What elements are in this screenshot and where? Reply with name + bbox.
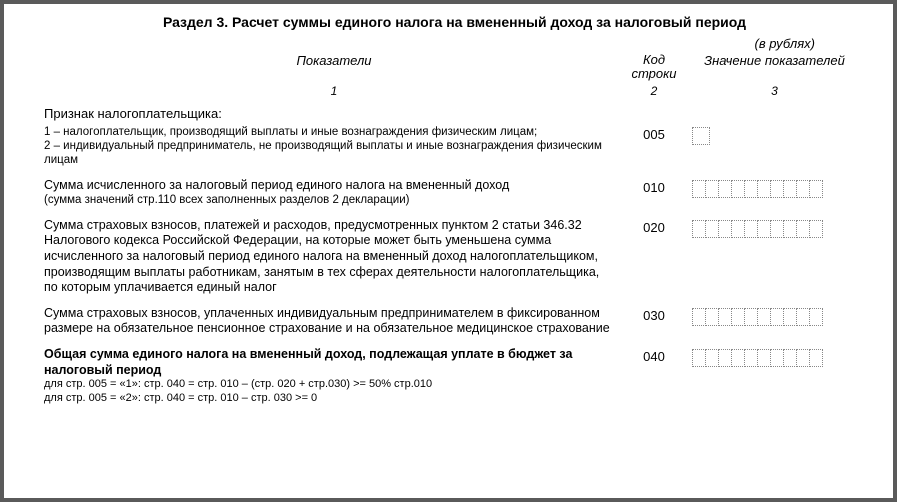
row-code: 040 xyxy=(624,347,684,364)
input-cells[interactable] xyxy=(692,308,822,326)
rows-container: 1 – налогоплательщик, производящий выпла… xyxy=(44,125,865,405)
subheader-value: 3 xyxy=(684,84,865,98)
input-cell[interactable] xyxy=(692,127,710,145)
section-title: Раздел 3. Расчет суммы единого налога на… xyxy=(44,14,865,30)
row-value xyxy=(684,347,865,370)
form-row: Сумма страховых взносов, уплаченных инди… xyxy=(44,306,865,337)
form-row: Сумма страховых взносов, платежей и расх… xyxy=(44,218,865,296)
form-row: 1 – налогоплательщик, производящий выпла… xyxy=(44,125,865,168)
row-description: Сумма страховых взносов, уплаченных инди… xyxy=(44,306,624,337)
form-row: Общая сумма единого налога на вмененный … xyxy=(44,347,865,405)
row-value xyxy=(684,218,865,241)
row-value xyxy=(684,306,865,329)
input-cells[interactable] xyxy=(692,349,822,367)
currency-label: (в рублях) xyxy=(44,36,865,51)
row-description: Общая сумма единого налога на вмененный … xyxy=(44,347,624,405)
header-value: Значение показателей xyxy=(684,53,865,68)
subheader-code: 2 xyxy=(624,84,684,98)
row-value xyxy=(684,178,865,201)
subheader-desc: 1 xyxy=(44,84,624,98)
row-description: Сумма исчисленного за налоговый период е… xyxy=(44,178,624,208)
row-code: 005 xyxy=(624,125,684,142)
row-code: 020 xyxy=(624,218,684,235)
column-numbers: 1 2 3 xyxy=(44,84,865,98)
column-headers: Показатели Код строки Значение показател… xyxy=(44,53,865,82)
row-code: 030 xyxy=(624,306,684,323)
row-value xyxy=(684,125,865,148)
tax-form-page: Раздел 3. Расчет суммы единого налога на… xyxy=(4,4,893,498)
row-description: Сумма страховых взносов, платежей и расх… xyxy=(44,218,624,296)
row-description: 1 – налогоплательщик, производящий выпла… xyxy=(44,125,624,168)
taxpayer-type-label: Признак налогоплательщика: xyxy=(44,106,865,121)
row-code: 010 xyxy=(624,178,684,195)
header-code: Код строки xyxy=(624,53,684,82)
input-cells[interactable] xyxy=(692,180,822,198)
form-row: Сумма исчисленного за налоговый период е… xyxy=(44,178,865,208)
input-cells[interactable] xyxy=(692,220,822,238)
header-desc: Показатели xyxy=(44,53,624,68)
